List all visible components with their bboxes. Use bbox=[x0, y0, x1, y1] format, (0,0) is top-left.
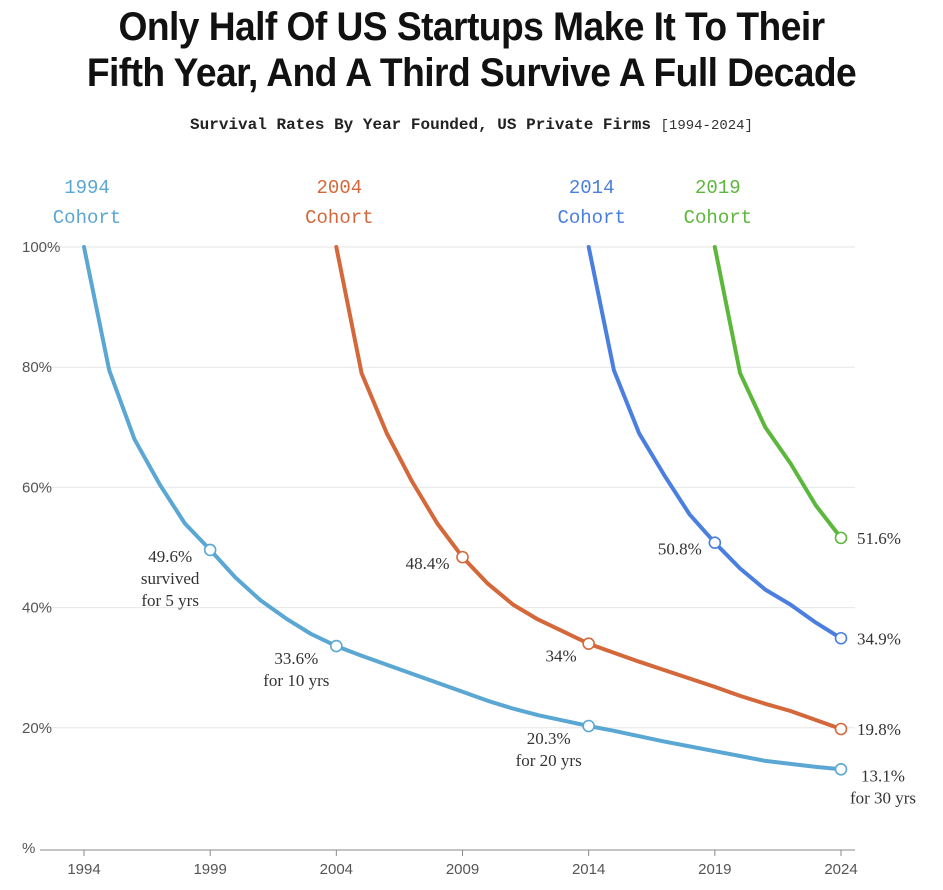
data-point-marker bbox=[834, 531, 848, 545]
cohort-label-word: Cohort bbox=[53, 207, 121, 229]
data-label: 48.4% bbox=[406, 554, 450, 573]
data-label: 34.9% bbox=[857, 629, 901, 648]
data-point-marker bbox=[582, 719, 595, 733]
data-label: for 20 yrs bbox=[516, 751, 582, 770]
chart-title: Only Half Of US Startups Make It To Thei… bbox=[33, 4, 910, 96]
chart-subtitle-text: Survival Rates By Year Founded, US Priva… bbox=[190, 116, 651, 134]
x-tick-label: 2024 bbox=[824, 861, 857, 878]
x-tick-label: 2004 bbox=[320, 861, 353, 878]
data-label: 34% bbox=[545, 647, 576, 666]
data-label: 19.8% bbox=[857, 720, 901, 739]
cohort-label-year: 2019 bbox=[695, 177, 741, 199]
data-point-marker bbox=[582, 637, 595, 650]
cohort-label-year: 1994 bbox=[64, 177, 110, 199]
data-label: for 10 yrs bbox=[263, 671, 329, 690]
data-label: for 5 yrs bbox=[141, 591, 199, 610]
y-tick-label: 80% bbox=[22, 359, 52, 376]
series-line-2014 bbox=[586, 245, 843, 641]
data-point-marker bbox=[834, 722, 848, 736]
data-label: 20.3% bbox=[527, 729, 571, 748]
data-point-marker bbox=[203, 543, 217, 557]
data-point-marker bbox=[708, 536, 722, 549]
data-label: 33.6% bbox=[274, 649, 318, 668]
cohort-label-year: 2014 bbox=[569, 177, 615, 199]
chart-title-line-2: Fifth Year, And A Third Survive A Full D… bbox=[86, 51, 857, 95]
y-tick-label: % bbox=[22, 840, 35, 857]
data-point-marker bbox=[456, 550, 469, 564]
series-line-2004 bbox=[334, 245, 843, 731]
data-label: 13.1% bbox=[861, 766, 905, 785]
chart-title-line-1: Only Half Of US Startups Make It To Thei… bbox=[118, 5, 825, 49]
data-label: 49.6% bbox=[148, 547, 192, 566]
chart-subtitle-range: [1994-2024] bbox=[660, 118, 753, 134]
cohort-label-word: Cohort bbox=[305, 207, 373, 229]
data-point-marker bbox=[834, 631, 848, 645]
data-label: 51.6% bbox=[857, 529, 901, 548]
x-tick-label: 2009 bbox=[446, 861, 479, 878]
data-label: for 30 yrs bbox=[850, 788, 916, 807]
series-line-2019 bbox=[712, 245, 843, 540]
x-tick-label: 1999 bbox=[193, 861, 226, 878]
cohort-label-word: Cohort bbox=[557, 207, 625, 229]
x-tick-label: 2019 bbox=[698, 861, 731, 878]
chart-subtitle: Survival Rates By Year Founded, US Priva… bbox=[0, 116, 943, 134]
data-point-marker bbox=[330, 639, 343, 653]
cohort-label-2004: 2004 Cohort bbox=[305, 177, 373, 229]
cohort-label-year: 2004 bbox=[317, 177, 363, 199]
cohort-label-2014: 2014 Cohort bbox=[557, 177, 625, 229]
cohort-label-1994: 1994 Cohort bbox=[53, 177, 121, 229]
y-tick-label: 60% bbox=[22, 479, 52, 496]
x-tick-label: 2014 bbox=[572, 861, 605, 878]
y-tick-label: 20% bbox=[22, 720, 52, 737]
data-point-marker bbox=[834, 762, 848, 776]
y-tick-label: 100% bbox=[22, 239, 60, 256]
cohort-label-word: Cohort bbox=[684, 207, 752, 229]
y-tick-label: 40% bbox=[22, 600, 52, 617]
x-tick-label: 1994 bbox=[67, 861, 100, 878]
data-label: survived bbox=[141, 569, 200, 588]
cohort-label-2019: 2019 Cohort bbox=[684, 177, 752, 229]
data-label: 50.8% bbox=[658, 540, 702, 559]
